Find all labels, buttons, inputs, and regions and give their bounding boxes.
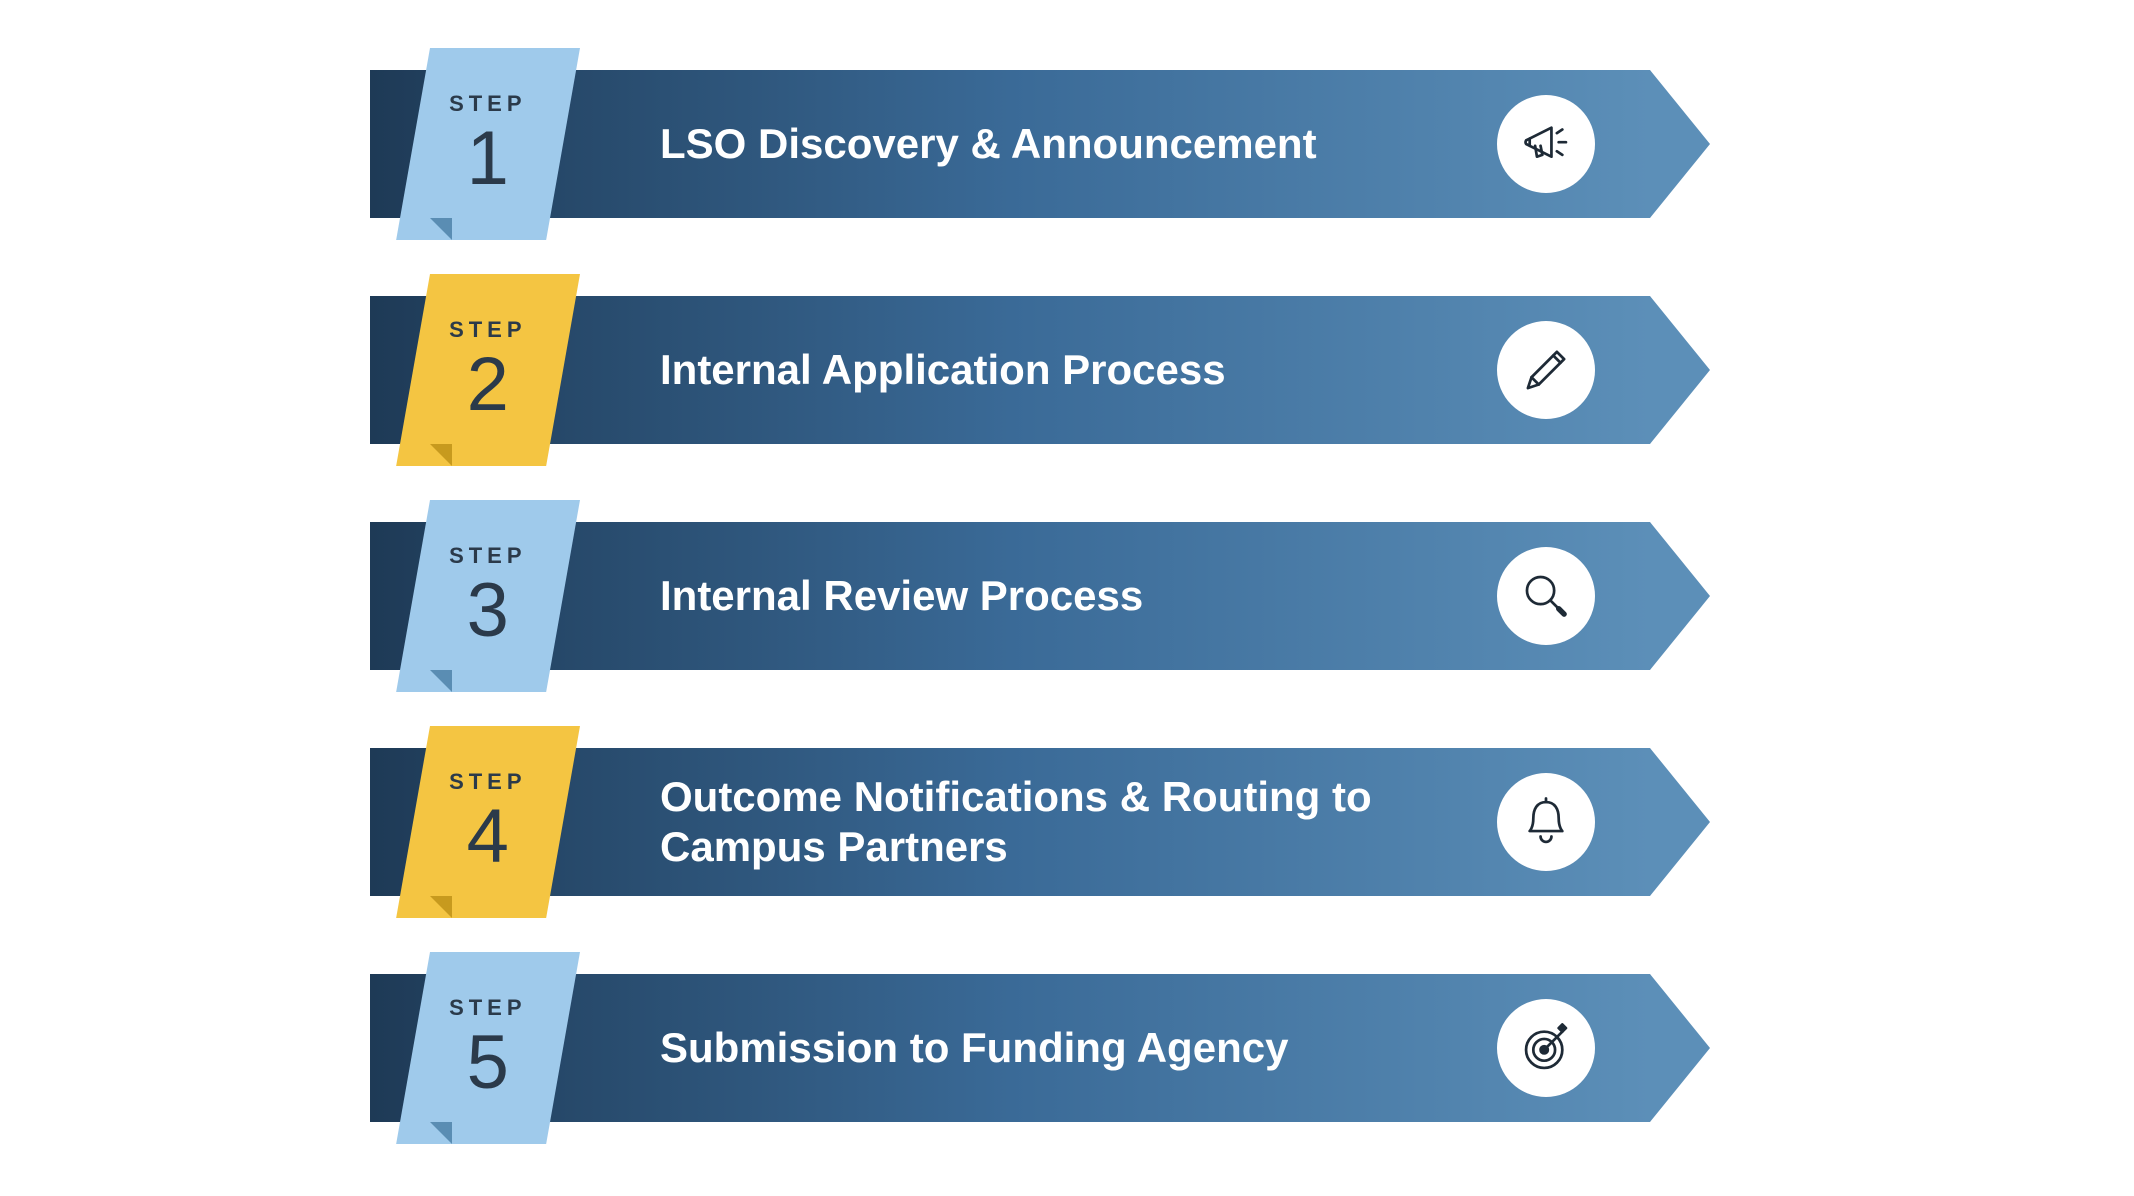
badge-step-label: STEP (449, 91, 526, 117)
badge-step-label: STEP (449, 317, 526, 343)
megaphone-icon (1497, 95, 1595, 193)
step-row-4: Outcome Notifications & Routing to Campu… (370, 748, 1710, 896)
step-row-5: Submission to Funding Agency STEP 5 (370, 974, 1710, 1122)
badge-step-label: STEP (449, 995, 526, 1021)
badge-step-label: STEP (449, 543, 526, 569)
badge-step-number: 1 (449, 121, 526, 197)
step-badge: STEP 3 (430, 500, 580, 692)
step-row-2: Internal Application Process STEP 2 (370, 296, 1710, 444)
step-title: Outcome Notifications & Routing to Campu… (660, 772, 1400, 871)
badge-step-number: 5 (449, 1025, 526, 1101)
step-row-3: Internal Review Process STEP 3 (370, 522, 1710, 670)
pencil-icon (1497, 321, 1595, 419)
step-title: Internal Review Process (660, 571, 1143, 621)
badge-fold-bottom (430, 218, 452, 240)
step-badge: STEP 1 (430, 48, 580, 240)
step-title: Submission to Funding Agency (660, 1023, 1288, 1073)
magnifier-icon (1497, 547, 1595, 645)
bell-icon (1497, 773, 1595, 871)
badge-fold-bottom (430, 896, 452, 918)
process-steps-infographic: LSO Discovery & Announcement STEP 1 (0, 0, 2134, 1196)
badge-fold-bottom (430, 1122, 452, 1144)
step-title: Internal Application Process (660, 345, 1226, 395)
step-badge: STEP 2 (430, 274, 580, 466)
step-badge: STEP 5 (430, 952, 580, 1144)
step-badge: STEP 4 (430, 726, 580, 918)
badge-step-number: 2 (449, 347, 526, 423)
badge-fold-bottom (430, 670, 452, 692)
badge-step-number: 4 (449, 799, 526, 875)
step-title: LSO Discovery & Announcement (660, 119, 1317, 169)
target-icon (1497, 999, 1595, 1097)
badge-fold-bottom (430, 444, 452, 466)
step-row-1: LSO Discovery & Announcement STEP 1 (370, 70, 1710, 218)
badge-step-number: 3 (449, 573, 526, 649)
badge-step-label: STEP (449, 769, 526, 795)
